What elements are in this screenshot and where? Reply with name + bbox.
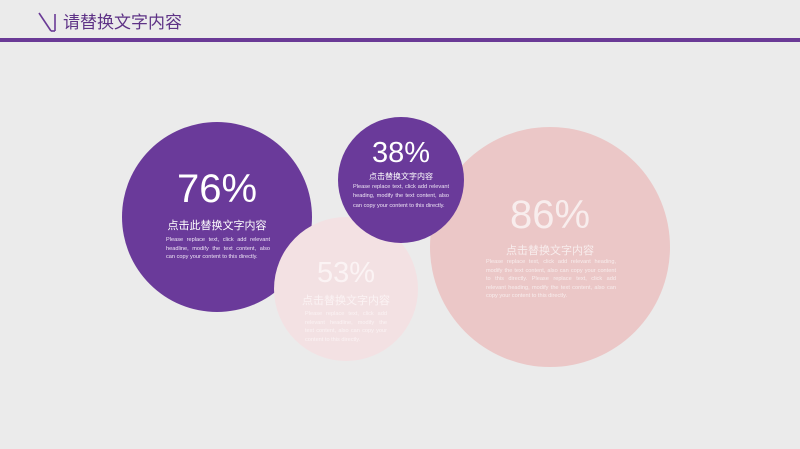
percent-value: 53%: [316, 257, 376, 289]
circle-86-percent: 86% 点击替换文字内容 Please replace text, click …: [430, 127, 670, 367]
slide-title: 请替换文字内容: [63, 13, 182, 33]
circle-body-text: Please replace text, click add relevant …: [486, 259, 616, 300]
percent-value: 76%: [176, 167, 258, 211]
percent-value: 38%: [371, 137, 431, 169]
circle-38-percent: 38% 点击替换文字内容 Please replace text, click …: [338, 117, 464, 243]
header-divider: [0, 38, 800, 42]
percent-value: 86%: [509, 193, 591, 237]
circle-heading: 点击此替换文字内容: [167, 219, 267, 232]
circle-76-percent: 76% 点击此替换文字内容 Please replace text, click…: [122, 122, 312, 312]
circle-body-text: Please replace text, click add relevant …: [305, 311, 387, 343]
slide-header: 请替换文字内容: [0, 0, 800, 44]
circle-body-text: Please replace text, click add relevant …: [166, 237, 270, 261]
circle-heading: 点击替换文字内容: [302, 294, 390, 307]
circle-body-text: Please replace text, click add relevant …: [353, 184, 449, 209]
circle-heading: 点击替换文字内容: [506, 244, 594, 257]
slash-icon: [38, 12, 56, 32]
circle-heading: 点击替换文字内容: [369, 172, 433, 181]
